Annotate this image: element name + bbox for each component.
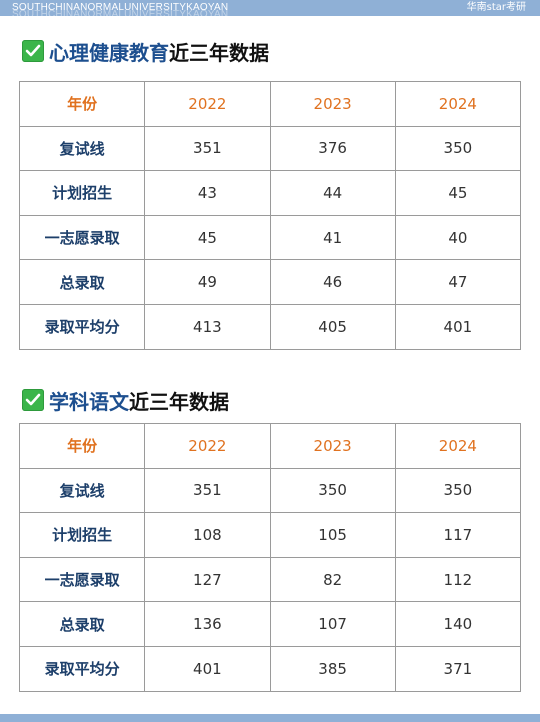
table-row: 复试线 351 350 350 xyxy=(18,467,522,514)
row-label: 一志愿录取 xyxy=(18,214,146,261)
brand-chinese: 华南star考研 xyxy=(466,2,526,13)
table-cell: 136 xyxy=(144,601,271,647)
table-row: 总录取 136 107 140 xyxy=(18,601,522,647)
table-cell: 401 xyxy=(144,645,271,692)
header-cell-2023: 2023 xyxy=(269,81,396,127)
row-label: 一志愿录取 xyxy=(18,556,146,603)
table-cell: 117 xyxy=(394,512,522,558)
table-cell: 112 xyxy=(394,556,522,603)
table-cell: 401 xyxy=(394,303,522,350)
table-cell: 44 xyxy=(269,170,396,216)
table-cell: 105 xyxy=(269,512,396,558)
table-cell: 46 xyxy=(269,259,396,305)
table-cell: 371 xyxy=(394,645,522,692)
row-label: 录取平均分 xyxy=(18,303,146,350)
row-label: 计划招生 xyxy=(18,170,146,216)
section-title-psychology: 心理健康教育 近三年数据 xyxy=(22,38,269,65)
table-cell: 350 xyxy=(394,125,522,172)
section-title-suffix: 近三年数据 xyxy=(129,389,229,414)
header-cell-year: 年份 xyxy=(18,81,146,127)
row-label: 总录取 xyxy=(18,601,146,647)
table-cell: 107 xyxy=(269,601,396,647)
table-cell: 350 xyxy=(394,467,522,514)
table-cell: 45 xyxy=(144,214,271,261)
top-banner: SOUTHCHINANORMALUNIVERSITYKAOYAN SOUTHCH… xyxy=(0,0,540,20)
table-cell: 376 xyxy=(269,125,396,172)
table-cell: 351 xyxy=(144,467,271,514)
table-cell: 108 xyxy=(144,512,271,558)
table-row: 总录取 49 46 47 xyxy=(18,259,522,305)
section-title-subject: 心理健康教育 xyxy=(49,40,169,65)
table-cell: 47 xyxy=(394,259,522,305)
row-label: 录取平均分 xyxy=(18,645,146,692)
table-header-row: 年份 2022 2023 2024 xyxy=(18,81,522,127)
table-row: 复试线 351 376 350 xyxy=(18,125,522,172)
section-title-suffix: 近三年数据 xyxy=(169,40,269,65)
row-label: 计划招生 xyxy=(18,512,146,558)
table-cell: 140 xyxy=(394,601,522,647)
table-row: 录取平均分 413 405 401 xyxy=(18,303,522,350)
section-title-subject: 学科语文 xyxy=(49,389,129,414)
table-cell: 43 xyxy=(144,170,271,216)
table-cell: 385 xyxy=(269,645,396,692)
table-cell: 49 xyxy=(144,259,271,305)
table-cell: 41 xyxy=(269,214,396,261)
table-cell: 82 xyxy=(269,556,396,603)
table-cell: 351 xyxy=(144,125,271,172)
section-title-chinese: 学科语文 近三年数据 xyxy=(22,387,229,414)
data-table-chinese: 年份 2022 2023 2024 复试线 351 350 350 计划招生 1… xyxy=(18,423,522,692)
table-row: 录取平均分 401 385 371 xyxy=(18,645,522,692)
row-label: 复试线 xyxy=(18,125,146,172)
brand-english-shadow: SOUTHCHINANORMALUNIVERSITYKAOYAN xyxy=(12,9,229,20)
table-cell: 127 xyxy=(144,556,271,603)
table-header-row: 年份 2022 2023 2024 xyxy=(18,423,522,469)
table-cell: 405 xyxy=(269,303,396,350)
table-cell: 350 xyxy=(269,467,396,514)
data-table-psychology: 年份 2022 2023 2024 复试线 351 376 350 计划招生 4… xyxy=(18,81,522,350)
check-mark-icon xyxy=(22,389,44,411)
header-cell-year: 年份 xyxy=(18,423,146,469)
check-mark-icon xyxy=(22,40,44,62)
table-cell: 40 xyxy=(394,214,522,261)
table-row: 计划招生 108 105 117 xyxy=(18,512,522,558)
table-cell: 45 xyxy=(394,170,522,216)
header-cell-2024: 2024 xyxy=(394,423,522,469)
table-row: 一志愿录取 45 41 40 xyxy=(18,214,522,261)
header-cell-2022: 2022 xyxy=(144,81,271,127)
header-cell-2022: 2022 xyxy=(144,423,271,469)
brand-english: SOUTHCHINANORMALUNIVERSITYKAOYAN xyxy=(12,2,229,13)
header-cell-2023: 2023 xyxy=(269,423,396,469)
header-cell-2024: 2024 xyxy=(394,81,522,127)
table-cell: 413 xyxy=(144,303,271,350)
table-row: 计划招生 43 44 45 xyxy=(18,170,522,216)
table-row: 一志愿录取 127 82 112 xyxy=(18,556,522,603)
row-label: 复试线 xyxy=(18,467,146,514)
bottom-banner xyxy=(0,714,540,722)
row-label: 总录取 xyxy=(18,259,146,305)
